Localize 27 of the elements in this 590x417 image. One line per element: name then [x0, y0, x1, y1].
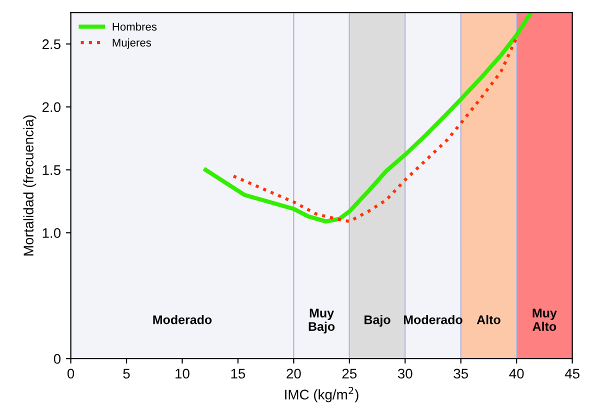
x-tick-label: 5 — [123, 368, 130, 379]
legend-label: Mujeres — [112, 38, 152, 49]
x-tick-label: 30 — [398, 368, 412, 379]
y-tick-label: 1.5 — [42, 165, 60, 175]
y-tick-label: 0 — [54, 354, 61, 364]
x-tick-label: 45 — [564, 368, 580, 379]
band-label: Moderado — [404, 315, 462, 324]
y-axis-title: Mortalidad (frecuencia) — [23, 115, 36, 256]
band-label: Muy Bajo — [308, 308, 335, 334]
line-series — [232, 36, 518, 223]
line-series — [204, 12, 534, 224]
x-axis-title: IMC (kg/m$^{2}$) — [285, 386, 358, 402]
legend-label: Hombres — [112, 22, 157, 31]
y-tick-label: 2.0 — [42, 102, 61, 112]
band-label: Muy Alto — [532, 308, 557, 331]
x-tick-label: 40 — [509, 368, 524, 379]
x-tick-label: 15 — [231, 368, 246, 379]
x-tick-label: 0 — [67, 368, 74, 379]
y-tick-label: 2.5 — [42, 39, 60, 50]
y-tick-label: 1.0 — [42, 228, 61, 238]
band-label: Moderado — [153, 315, 212, 324]
x-tick-label: 35 — [454, 368, 468, 379]
band-label: Alto — [476, 315, 500, 324]
band-label: Bajo — [364, 315, 390, 327]
x-tick-label: 10 — [176, 368, 190, 379]
x-tick-label: 25 — [342, 368, 357, 379]
x-tick-label: 20 — [286, 368, 301, 379]
